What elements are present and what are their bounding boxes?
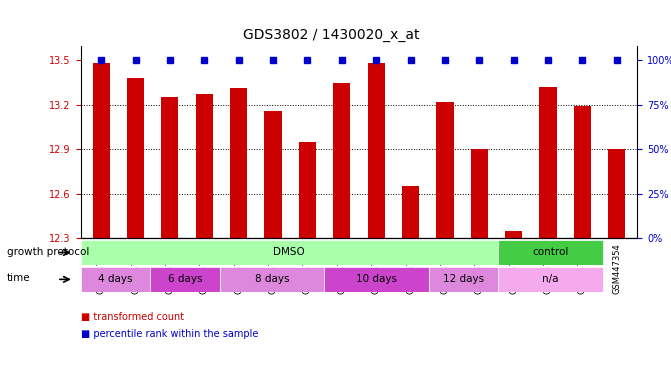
Bar	[368, 63, 384, 238]
Bar	[539, 87, 557, 238]
Text: ■ transformed count: ■ transformed count	[81, 312, 184, 322]
FancyBboxPatch shape	[498, 240, 603, 265]
FancyBboxPatch shape	[220, 267, 324, 292]
Text: 8 days: 8 days	[255, 274, 289, 285]
Text: growth protocol: growth protocol	[7, 247, 89, 258]
Text: time: time	[7, 273, 30, 283]
Text: 12 days: 12 days	[443, 274, 484, 285]
Text: n/a: n/a	[542, 274, 559, 285]
FancyBboxPatch shape	[81, 267, 150, 292]
Bar	[127, 78, 144, 238]
Title: GDS3802 / 1430020_x_at: GDS3802 / 1430020_x_at	[243, 28, 419, 42]
Bar	[574, 106, 591, 238]
Bar	[93, 63, 110, 238]
Bar	[264, 111, 282, 238]
Bar	[505, 231, 522, 238]
Text: ■ percentile rank within the sample: ■ percentile rank within the sample	[81, 329, 258, 339]
Bar	[196, 94, 213, 238]
Text: 6 days: 6 days	[168, 274, 202, 285]
FancyBboxPatch shape	[498, 267, 603, 292]
FancyBboxPatch shape	[81, 240, 498, 265]
Text: 4 days: 4 days	[98, 274, 133, 285]
Bar	[299, 142, 316, 238]
Bar	[608, 149, 625, 238]
Text: DMSO: DMSO	[274, 247, 305, 258]
FancyBboxPatch shape	[150, 267, 220, 292]
Bar	[230, 88, 247, 238]
Bar	[436, 102, 454, 238]
FancyBboxPatch shape	[429, 267, 498, 292]
Bar	[333, 83, 350, 238]
Bar	[161, 97, 178, 238]
Text: control: control	[532, 247, 568, 258]
FancyBboxPatch shape	[324, 267, 429, 292]
Bar	[471, 149, 488, 238]
Text: 10 days: 10 days	[356, 274, 397, 285]
Bar	[402, 186, 419, 238]
